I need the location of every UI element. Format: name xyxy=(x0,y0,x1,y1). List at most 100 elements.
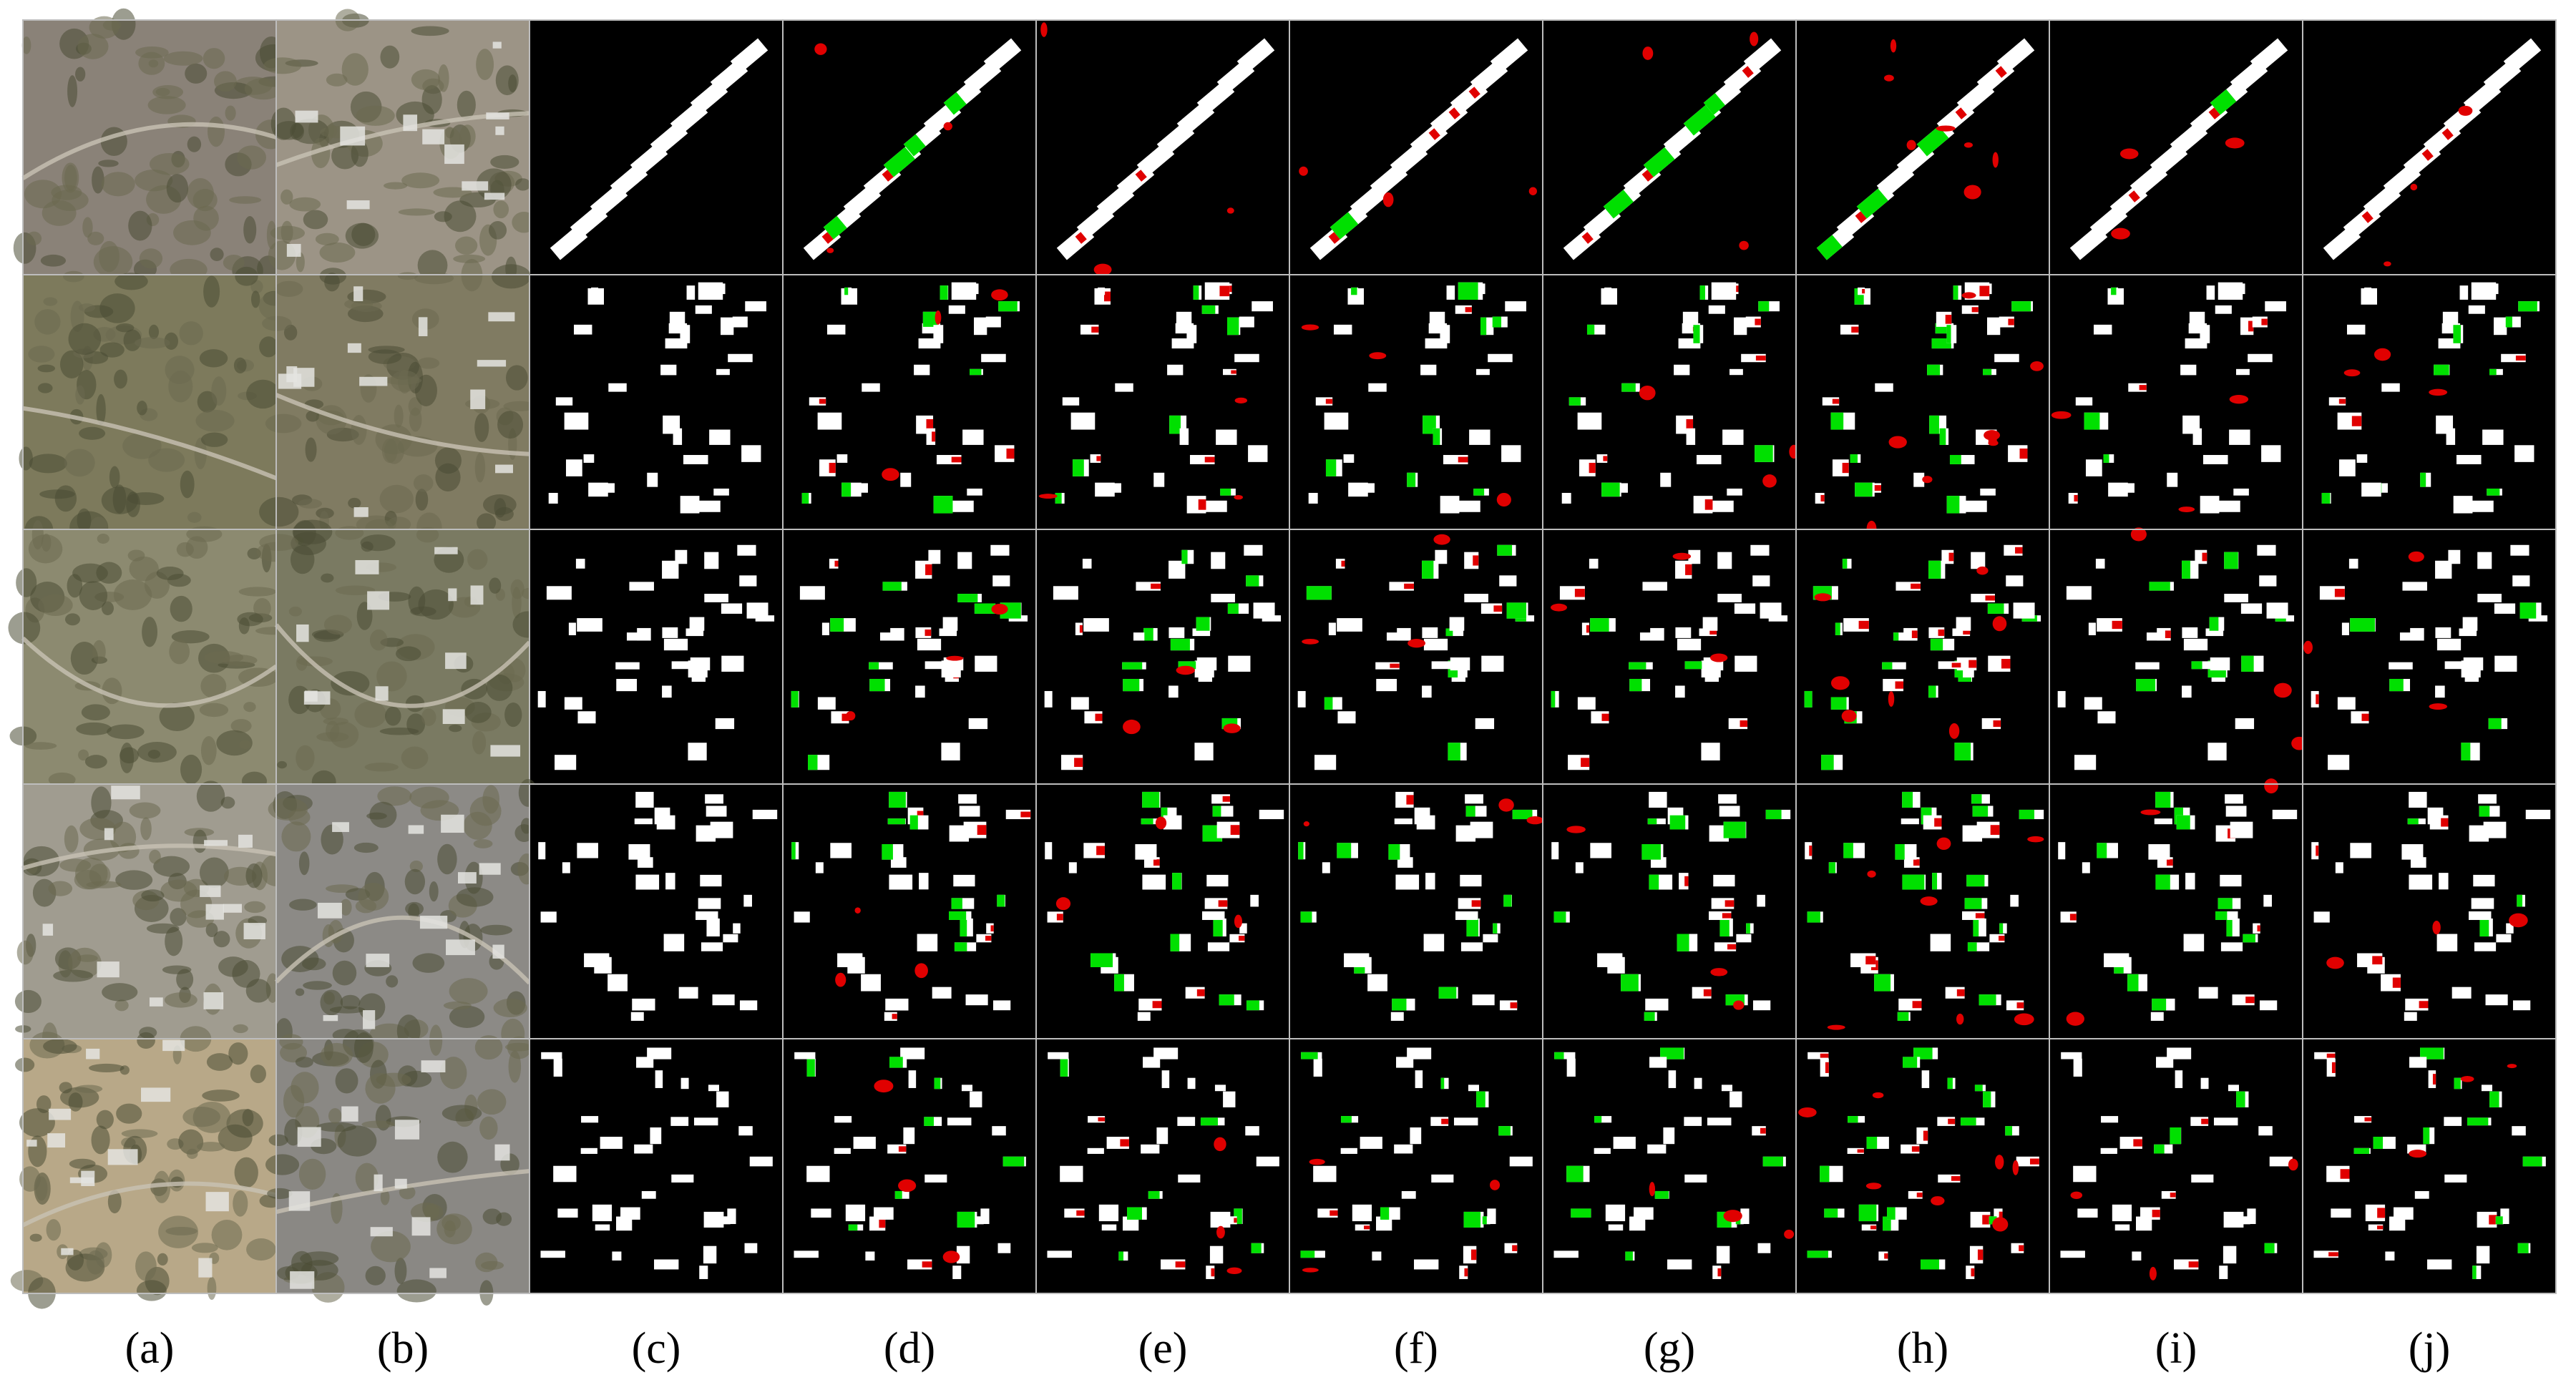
vegetation xyxy=(291,118,329,145)
vegetation xyxy=(67,75,78,107)
building xyxy=(1686,428,1696,445)
building xyxy=(962,429,984,445)
building xyxy=(947,1117,972,1126)
building xyxy=(746,602,769,619)
false-detection xyxy=(990,925,994,931)
building xyxy=(608,383,627,392)
roof xyxy=(444,144,464,165)
building xyxy=(1577,697,1596,710)
building xyxy=(2494,655,2517,672)
false-detection xyxy=(1458,456,1468,463)
building xyxy=(710,821,733,838)
building xyxy=(2435,685,2445,698)
building xyxy=(2128,383,2147,392)
false-detection xyxy=(1704,499,1713,510)
false-detection xyxy=(1923,1130,1928,1141)
vegetation xyxy=(233,357,247,373)
building xyxy=(637,857,653,868)
building xyxy=(933,325,944,343)
building xyxy=(2482,429,2504,445)
building xyxy=(2146,632,2158,641)
false-detection xyxy=(2019,449,2028,459)
missed-detection xyxy=(2453,325,2462,343)
roof xyxy=(494,1144,510,1161)
vegetation xyxy=(281,821,311,852)
vegetation xyxy=(486,674,513,701)
building xyxy=(698,898,721,909)
missed-detection xyxy=(1629,679,1642,692)
building xyxy=(1394,1144,1413,1154)
missed-detection xyxy=(1830,697,1847,710)
vegetation xyxy=(141,889,165,902)
missed-detection xyxy=(1122,662,1143,670)
building xyxy=(2385,1251,2395,1261)
roof xyxy=(394,1120,420,1140)
building xyxy=(2223,1245,2237,1264)
false-alarm xyxy=(1490,1180,1501,1190)
road xyxy=(21,1181,277,1228)
false-alarm xyxy=(2273,682,2292,698)
vegetation xyxy=(139,248,163,269)
false-detection xyxy=(1740,720,1748,728)
vegetation xyxy=(353,842,379,853)
road xyxy=(22,843,277,871)
vegetation xyxy=(89,16,119,39)
false-detection xyxy=(1865,956,1876,965)
building xyxy=(861,974,881,992)
false-alarm xyxy=(1649,1182,1656,1197)
vegetation xyxy=(235,266,258,286)
missed-detection xyxy=(1380,1207,1390,1220)
vegetation xyxy=(379,484,414,514)
building xyxy=(1153,472,1165,487)
building xyxy=(1455,911,1478,920)
building xyxy=(1397,627,1411,641)
vegetation xyxy=(380,45,400,69)
vegetation xyxy=(323,615,352,635)
false-alarm xyxy=(2070,1191,2083,1200)
vegetation xyxy=(115,870,153,890)
false-alarm xyxy=(1936,837,1951,850)
false-alarm xyxy=(1948,723,1960,739)
missed-detection xyxy=(1325,459,1337,476)
missed-detection xyxy=(949,911,967,920)
missed-detection xyxy=(1856,188,1888,219)
missed-detection xyxy=(1060,1058,1068,1077)
roof xyxy=(421,1060,446,1073)
image-tile xyxy=(268,778,537,1049)
vegetation xyxy=(178,1129,204,1155)
building xyxy=(1070,697,1089,710)
false-detection xyxy=(2392,977,2401,988)
building xyxy=(806,1165,830,1183)
missed-detection xyxy=(1927,364,1941,376)
building xyxy=(700,874,722,887)
vegetation xyxy=(303,210,328,230)
building xyxy=(1668,1070,1677,1088)
building xyxy=(2242,1216,2250,1225)
vegetation xyxy=(228,1042,248,1065)
building xyxy=(1088,1116,1106,1123)
false-detection xyxy=(1963,630,1971,635)
building xyxy=(683,454,708,464)
building xyxy=(680,496,700,514)
building xyxy=(1649,1057,1667,1068)
missed-detection xyxy=(1091,953,1113,968)
building xyxy=(2073,1058,2082,1077)
missed-detection xyxy=(2495,1216,2503,1225)
vegetation xyxy=(162,965,192,974)
false-alarm xyxy=(1639,386,1656,401)
image-tile xyxy=(529,274,784,530)
vegetation xyxy=(226,1109,263,1138)
building xyxy=(2167,1047,2192,1059)
false-detection xyxy=(1589,462,1596,474)
building xyxy=(1649,791,1667,808)
missed-detection xyxy=(848,1224,858,1231)
vegetation xyxy=(114,273,148,290)
building xyxy=(2448,549,2461,564)
false-detection xyxy=(1079,625,1083,633)
false-detection xyxy=(1198,499,1206,510)
building xyxy=(1707,1117,1732,1126)
building xyxy=(1297,690,1306,708)
false-alarm xyxy=(2229,394,2249,404)
false-detection xyxy=(1724,900,1735,907)
building xyxy=(615,662,640,670)
